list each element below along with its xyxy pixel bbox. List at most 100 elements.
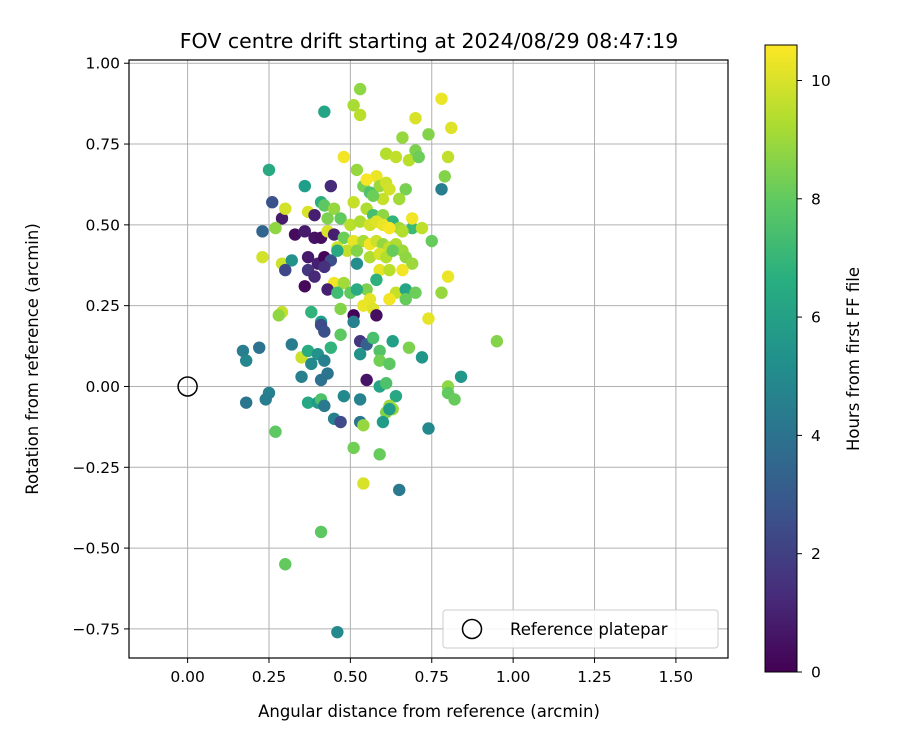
data-point bbox=[331, 244, 344, 257]
data-point bbox=[441, 150, 455, 164]
y-tick-label: 1.00 bbox=[85, 55, 120, 73]
data-point bbox=[409, 111, 422, 125]
data-point bbox=[441, 270, 455, 283]
data-point bbox=[435, 286, 448, 299]
data-point bbox=[386, 244, 399, 257]
x-tick-label: 0.00 bbox=[170, 668, 205, 686]
legend-label: Reference platepar bbox=[510, 620, 668, 639]
data-point bbox=[298, 225, 311, 238]
data-point bbox=[373, 344, 386, 358]
data-point bbox=[445, 121, 458, 135]
data-point bbox=[415, 221, 429, 235]
data-point bbox=[331, 625, 344, 639]
y-axis-ticks: 1.00 0.75 0.50 0.25 0.00 −0.25 −0.50 −0.75 bbox=[73, 55, 129, 638]
data-point bbox=[253, 341, 266, 354]
data-point bbox=[347, 234, 360, 248]
data-point bbox=[308, 270, 321, 283]
data-point bbox=[357, 419, 370, 432]
data-point bbox=[393, 192, 406, 206]
data-point bbox=[353, 82, 367, 96]
data-point bbox=[279, 202, 292, 215]
data-point bbox=[353, 347, 367, 361]
data-point bbox=[425, 234, 438, 248]
data-point bbox=[490, 335, 504, 348]
data-point bbox=[347, 441, 360, 455]
data-point bbox=[370, 309, 383, 322]
data-point bbox=[406, 212, 419, 225]
data-point bbox=[363, 250, 377, 264]
data-point bbox=[324, 341, 338, 354]
data-point bbox=[305, 357, 318, 371]
data-point bbox=[376, 415, 390, 429]
data-point bbox=[373, 263, 386, 277]
data-point bbox=[379, 147, 393, 160]
x-axis-ticks: 0.00 0.25 0.50 0.75 1.00 1.25 1.50 bbox=[170, 658, 693, 686]
data-point bbox=[236, 344, 250, 358]
data-point bbox=[301, 396, 315, 409]
y-tick-label: −0.25 bbox=[73, 459, 121, 477]
data-point bbox=[402, 154, 416, 167]
data-point bbox=[402, 341, 416, 354]
data-point bbox=[285, 254, 298, 267]
data-point bbox=[266, 196, 279, 209]
x-axis-title: Angular distance from reference (arcmin) bbox=[258, 702, 600, 721]
legend-reference-marker bbox=[461, 618, 483, 640]
colorbar-tick-label: 8 bbox=[811, 190, 821, 208]
data-point bbox=[366, 331, 380, 345]
data-point bbox=[347, 196, 360, 209]
data-point bbox=[389, 389, 403, 403]
data-point bbox=[337, 276, 351, 290]
data-point bbox=[376, 192, 390, 206]
colorbar: 0 2 4 6 8 10 Hours from first FF file bbox=[764, 44, 863, 682]
data-point bbox=[327, 202, 341, 215]
data-point bbox=[337, 231, 351, 244]
data-point bbox=[396, 263, 409, 277]
data-point bbox=[383, 263, 396, 277]
data-point bbox=[288, 228, 302, 241]
data-point bbox=[269, 425, 282, 438]
data-point bbox=[422, 312, 435, 325]
y-tick-label: −0.50 bbox=[73, 540, 121, 558]
data-point bbox=[305, 305, 318, 319]
colorbar-gradient bbox=[764, 44, 798, 673]
data-point bbox=[379, 377, 393, 390]
data-point bbox=[269, 221, 282, 235]
data-point bbox=[239, 354, 253, 367]
data-point bbox=[279, 263, 292, 277]
data-point bbox=[366, 189, 380, 202]
data-point bbox=[396, 225, 409, 238]
data-point bbox=[324, 179, 338, 193]
data-point bbox=[396, 131, 409, 144]
y-tick-label: 0.50 bbox=[85, 216, 120, 234]
colorbar-tick-label: 6 bbox=[811, 309, 821, 327]
data-point bbox=[318, 199, 331, 212]
legend-box bbox=[442, 609, 719, 649]
data-point bbox=[360, 283, 373, 296]
data-point bbox=[360, 373, 373, 387]
data-point bbox=[383, 183, 396, 196]
data-point bbox=[353, 108, 367, 122]
data-point bbox=[256, 225, 269, 238]
data-point bbox=[389, 150, 403, 164]
data-point bbox=[334, 212, 347, 225]
x-tick-label: 0.25 bbox=[252, 668, 287, 686]
data-point bbox=[370, 170, 383, 183]
data-point bbox=[301, 250, 315, 264]
data-point bbox=[321, 212, 334, 225]
data-point bbox=[262, 163, 276, 177]
chart-title: FOV centre drift starting at 2024/08/29 … bbox=[180, 29, 679, 53]
data-point bbox=[386, 335, 399, 348]
data-point bbox=[275, 212, 289, 225]
data-point bbox=[295, 370, 308, 383]
data-point bbox=[344, 218, 357, 232]
data-point bbox=[399, 293, 412, 306]
x-tick-label: 0.75 bbox=[414, 668, 449, 686]
data-point bbox=[353, 215, 367, 228]
data-point bbox=[353, 393, 367, 406]
data-point bbox=[314, 373, 328, 387]
data-point bbox=[239, 396, 253, 409]
data-point bbox=[347, 99, 360, 112]
data-point bbox=[435, 92, 448, 105]
data-point bbox=[331, 286, 344, 299]
data-point bbox=[334, 415, 347, 429]
